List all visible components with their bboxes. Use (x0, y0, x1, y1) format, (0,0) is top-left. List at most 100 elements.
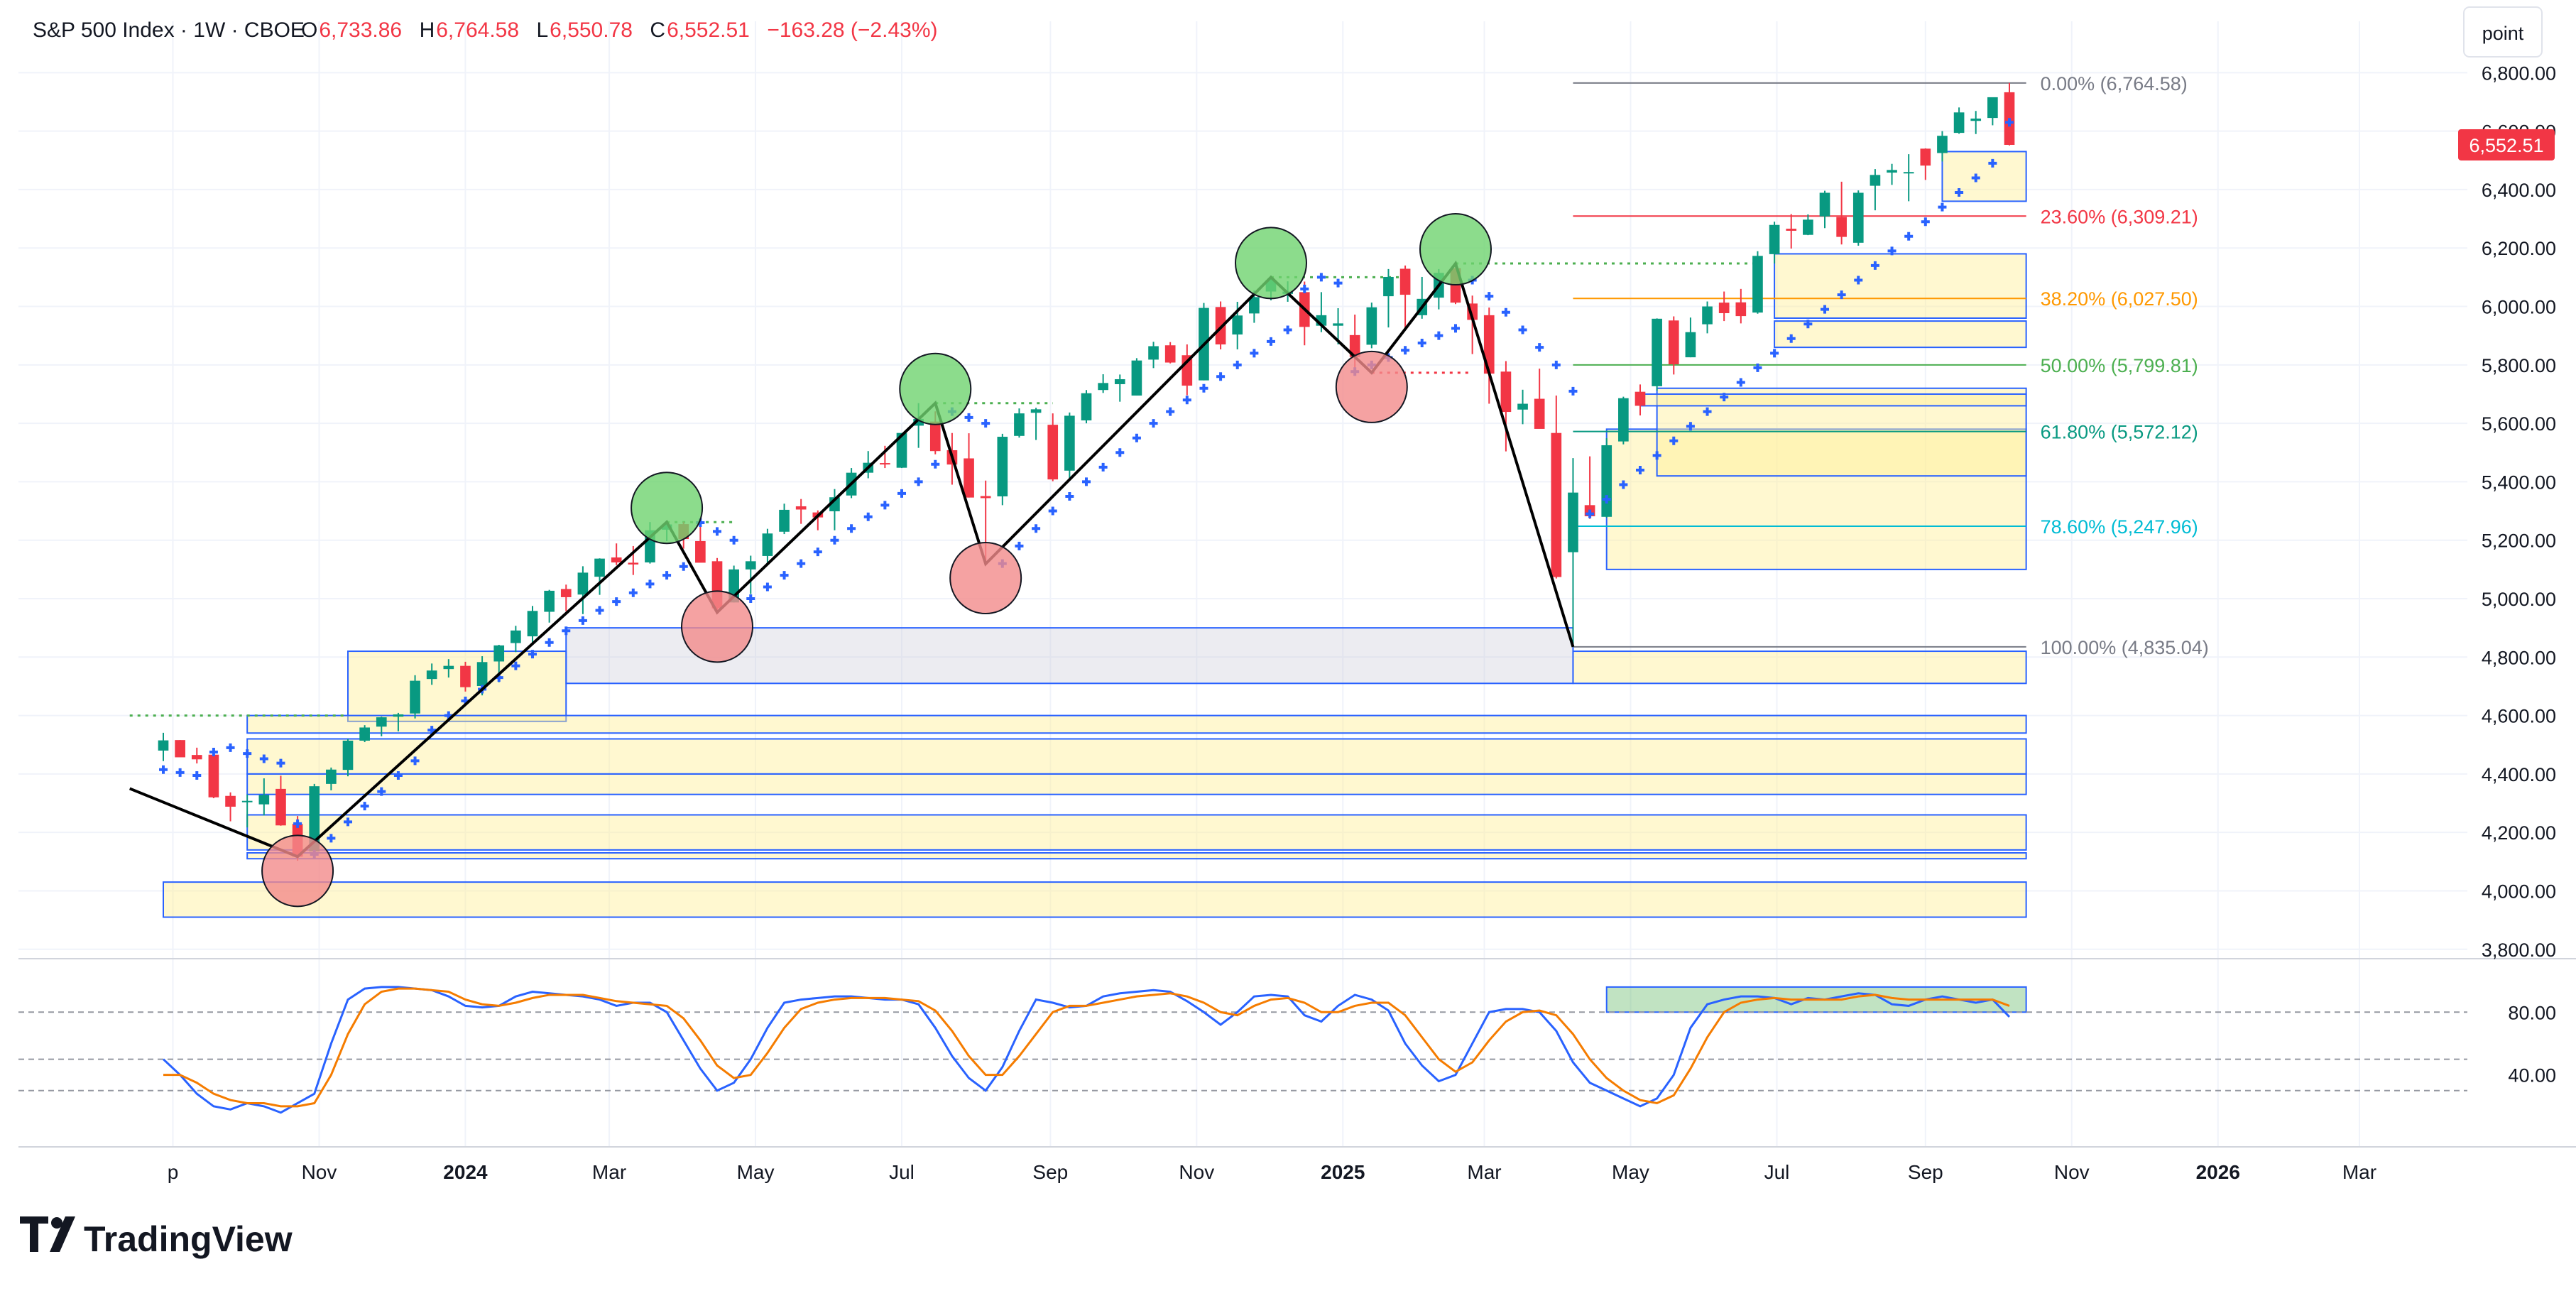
psar-point (964, 413, 973, 422)
candle-body (1786, 229, 1797, 231)
candle-body (275, 788, 286, 826)
psar-point (1669, 436, 1679, 445)
candle-body (929, 421, 941, 452)
candle-body (577, 572, 589, 595)
psar-point (1267, 337, 1275, 346)
psar-point (276, 758, 285, 768)
time-axis-label: Nov (2054, 1161, 2090, 1183)
psar-point (1686, 422, 1695, 431)
fib-level-label: 78.60% (5,247.96) (2041, 516, 2198, 538)
candle-body (1752, 256, 1763, 313)
tradingview-logo[interactable]: TradingView (20, 1216, 293, 1259)
psar-point (1417, 338, 1426, 347)
psar-point (897, 489, 906, 498)
zone-box (246, 814, 2027, 851)
zone-box (246, 714, 2027, 734)
price-axis-label: 6,200.00 (2482, 238, 2556, 259)
zigzag-path (129, 260, 1575, 859)
candle-body (1769, 224, 1780, 254)
candle-body (1903, 172, 1914, 174)
price-axis-label: 6,400.00 (2482, 180, 2556, 201)
candle-body (158, 740, 169, 751)
psar-point (595, 606, 604, 615)
candle-body (1970, 118, 1982, 121)
psar-point (175, 768, 185, 777)
psar-point (1652, 451, 1661, 460)
fib-level-label: 38.20% (6,027.50) (2041, 288, 2198, 310)
psar-point (1938, 202, 1947, 212)
candle-body (1517, 403, 1528, 410)
stochastic-oscillator (18, 986, 2467, 1114)
ohlc-close-value: 6,552.51 (667, 18, 750, 42)
candle-body (762, 533, 773, 556)
zone-box (1774, 253, 2027, 319)
time-axis-label: 2024 (443, 1161, 488, 1183)
brand-name: TradingView (84, 1219, 293, 1259)
scale-mode-button[interactable]: point (2463, 6, 2543, 58)
psar-point (1854, 276, 1863, 285)
psar-point (645, 579, 655, 589)
tradingview-logo-icon (20, 1216, 75, 1252)
psar-point (192, 770, 202, 780)
candle-body (426, 670, 437, 680)
price-axis-label: 4,000.00 (2482, 881, 2556, 902)
psar-point (1887, 246, 1896, 256)
psar-point (562, 626, 571, 636)
fib-level-label: 50.00% (5,799.81) (2041, 355, 2198, 376)
symbol-legend[interactable]: S&P 500 Index · 1W · CBOE O6,733.86 H6,7… (33, 18, 938, 42)
stoch-axis-label: 80.00 (2508, 1002, 2556, 1023)
swing-markers (261, 213, 1492, 908)
psar-point (1149, 419, 1158, 428)
psar-point (226, 743, 235, 752)
price-axis-label: 5,000.00 (2482, 589, 2556, 610)
candle-body (1249, 297, 1260, 314)
psar-point (863, 512, 873, 521)
psar-point (1770, 349, 1779, 358)
psar-point (1032, 524, 1041, 533)
psar-point (360, 802, 369, 811)
zone-box (1605, 428, 2027, 570)
candle-body (964, 458, 974, 498)
psar-point (1870, 261, 1879, 270)
candle-body (1383, 276, 1394, 297)
candle-body (1920, 148, 1931, 166)
psar-point (914, 477, 923, 486)
swing-low-marker (261, 834, 334, 908)
price-axis-label: 6,800.00 (2482, 62, 2556, 84)
psar-point (1182, 396, 1191, 405)
fibonacci-retracement: 0.00% (6,764.58) 23.60% (6,309.21) 38.20% … (1573, 73, 2209, 658)
psar-point (1821, 305, 1829, 314)
psar-point (679, 562, 688, 571)
psar-point (797, 559, 806, 568)
psar-point (1501, 307, 1510, 317)
candle-body (342, 740, 354, 770)
candle-body (493, 645, 505, 662)
psar-point (243, 749, 252, 758)
candle-body (376, 717, 387, 727)
zone-box (1774, 320, 2027, 349)
psar-point (1082, 477, 1091, 486)
ohlc-high-value: 6,764.58 (436, 18, 519, 42)
candle-body (1164, 345, 1176, 363)
psar-point (578, 616, 587, 625)
candle-body (544, 590, 555, 612)
candle-body (393, 714, 404, 717)
candle-body (1702, 306, 1713, 325)
candle-body (1081, 393, 1092, 420)
candle-body (1500, 371, 1512, 413)
ohlc-open-key: O (301, 18, 317, 42)
psar-point (1115, 448, 1125, 457)
candle-body (1652, 318, 1662, 386)
psar-point (209, 748, 218, 757)
swing-high-marker (631, 472, 704, 545)
zone-box (246, 851, 2027, 860)
time-axis-label: Mar (592, 1161, 626, 1183)
psar-point (628, 588, 638, 597)
last-price-value: 6,552.51 (2469, 135, 2543, 156)
time-axis-label: p (168, 1161, 179, 1183)
psar-point (1803, 320, 1813, 329)
candle-body (1366, 307, 1377, 345)
candle-body (410, 680, 420, 714)
zone-box (1639, 393, 2027, 407)
ohlc-low-key: L (536, 18, 548, 42)
